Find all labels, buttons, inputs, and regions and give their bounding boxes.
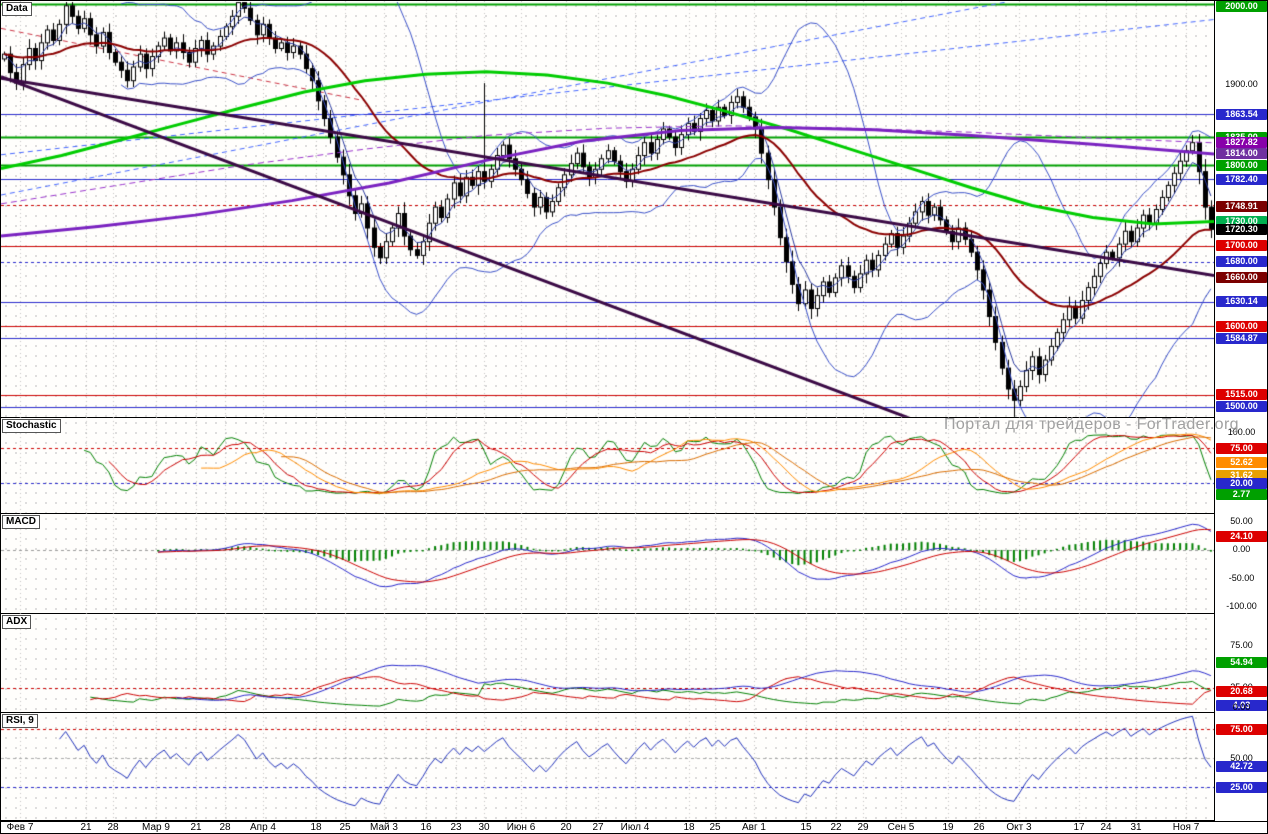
- time-axis-label: 21: [190, 822, 202, 833]
- price-axis-label: 1700.00: [1216, 240, 1267, 251]
- time-axis-label: Апр 4: [250, 822, 276, 833]
- stochastic-axis-label: 75.00: [1216, 443, 1267, 454]
- adx-panel[interactable]: [1, 614, 1214, 713]
- time-axis-label: Окт 3: [1006, 822, 1032, 833]
- macd-axis-label: 24.10: [1216, 531, 1267, 542]
- time-axis-label: 23: [450, 822, 462, 833]
- rsi-axis-label: 75.00: [1216, 724, 1267, 735]
- price-axis-label: 1660.00: [1216, 272, 1267, 283]
- time-axis-label: 19: [942, 822, 954, 833]
- time-axis[interactable]: Фев 7 21 28 Мар 9 21 28 Апр 4 18 25 Май 3 16 23 30 Ию…: [1, 821, 1267, 833]
- time-axis-label: Мар 9: [142, 822, 170, 833]
- time-axis-label: 28: [107, 822, 119, 833]
- price-axis-label: 1730.00: [1216, 216, 1267, 227]
- time-axis-label: 25: [709, 822, 721, 833]
- price-axis[interactable]: 2000.001900.001863.541835.001827.821814.…: [1214, 1, 1267, 821]
- price-axis-label: 1720.30: [1216, 224, 1267, 235]
- time-axis-label: 21: [80, 822, 92, 833]
- time-axis-label: Июн 6: [506, 822, 536, 833]
- macd-axis-label: -50.00: [1228, 573, 1255, 583]
- rsi-axis-label: 50.00: [1230, 753, 1253, 763]
- price-axis-label: 1748.91: [1216, 201, 1267, 212]
- time-axis-label: 26: [973, 822, 985, 833]
- adx-axis-label: 20.68: [1216, 686, 1267, 697]
- price-axis-label: 1827.82: [1216, 137, 1267, 148]
- time-axis-label: 17: [1073, 822, 1085, 833]
- time-axis-label: 30: [478, 822, 490, 833]
- macd-axis-label: 50.00: [1230, 516, 1253, 526]
- time-axis-label: 16: [420, 822, 432, 833]
- time-axis-label: Авг 1: [742, 822, 766, 833]
- price-axis-label: 1900.00: [1225, 79, 1258, 89]
- time-axis-label: Май 3: [370, 822, 398, 833]
- panel-title-rsi: RSI, 9: [2, 714, 38, 728]
- price-axis-label: 2000.00: [1216, 1, 1267, 12]
- price-chart-panel[interactable]: [1, 1, 1214, 418]
- price-axis-label: 1600.00: [1216, 321, 1267, 332]
- adx-axis-label: 75.00: [1230, 640, 1253, 650]
- macd-axis-label: -100.00: [1226, 601, 1257, 611]
- panel-title-data: Data: [2, 2, 32, 16]
- price-axis-label: 1782.40: [1216, 174, 1267, 185]
- price-axis-label: 1584.87: [1216, 333, 1267, 344]
- panel-title-adx: ADX: [2, 615, 32, 629]
- stochastic-axis-label: 100.00: [1227, 427, 1256, 437]
- price-axis-label: 1800.00: [1216, 160, 1267, 171]
- time-axis-label: 15: [800, 822, 812, 833]
- time-axis-label: 24: [1100, 822, 1112, 833]
- time-axis-label: 25: [339, 822, 351, 833]
- time-axis-label: Фев 7: [6, 822, 34, 833]
- price-axis-label: 1630.14: [1216, 296, 1267, 307]
- time-axis-label: 29: [857, 822, 869, 833]
- rsi-axis-label: 25.00: [1216, 782, 1267, 793]
- price-axis-label: 1500.00: [1216, 401, 1267, 412]
- time-axis-label: 20: [560, 822, 572, 833]
- time-axis-label: 27: [592, 822, 604, 833]
- time-axis-label: 18: [310, 822, 322, 833]
- stochastic-axis-label: 2.77: [1216, 489, 1267, 500]
- adx-axis-label: 4.03: [1216, 700, 1267, 711]
- adx-axis-label: 0.00: [1232, 702, 1251, 712]
- macd-panel[interactable]: [1, 514, 1214, 614]
- stochastic-axis-label: 31.62: [1216, 470, 1267, 481]
- panel-title-stochastic: Stochastic: [2, 419, 61, 433]
- price-axis-label: 1863.54: [1216, 109, 1267, 120]
- panel-title-macd: MACD: [2, 515, 40, 529]
- time-axis-label: 31: [1130, 822, 1142, 833]
- price-axis-label: 1680.00: [1216, 256, 1267, 267]
- time-axis-label: Ноя 7: [1172, 822, 1200, 833]
- rsi-panel[interactable]: [1, 713, 1214, 821]
- price-axis-label: 1814.00: [1216, 148, 1267, 159]
- rsi-axis-label: 42.72: [1216, 761, 1267, 772]
- stochastic-axis-label: 52.62: [1216, 457, 1267, 468]
- macd-axis-label: 0.00: [1232, 544, 1251, 554]
- time-axis-label: Сен 5: [887, 822, 915, 833]
- watermark: Портал для трейдеров - ForTrader.org: [944, 416, 1239, 433]
- price-axis-label: 1515.00: [1216, 389, 1267, 400]
- time-axis-label: 22: [830, 822, 842, 833]
- adx-axis-label: 54.94: [1216, 657, 1267, 668]
- stochastic-axis-label: 20.00: [1216, 478, 1267, 489]
- time-axis-label: 28: [219, 822, 231, 833]
- time-axis-label: Июл 4: [620, 822, 650, 833]
- time-axis-label: 18: [683, 822, 695, 833]
